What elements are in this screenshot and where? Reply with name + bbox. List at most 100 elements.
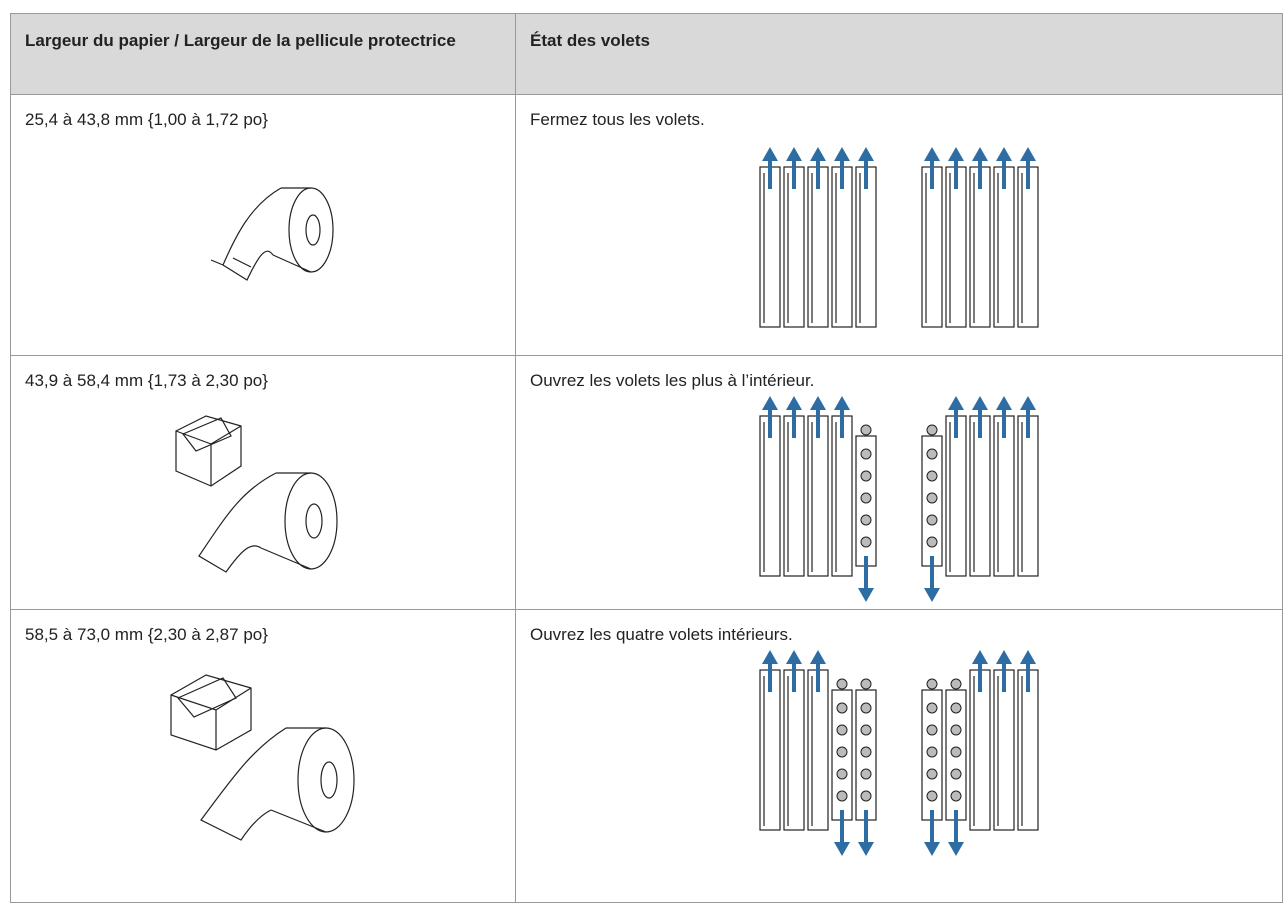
flap-hole xyxy=(860,470,872,482)
flap xyxy=(783,166,805,328)
roll-illustration xyxy=(175,415,338,573)
cell: 58,5 à 73,0 mm {2,30 à 2,87 po} xyxy=(10,609,516,903)
arrow-head xyxy=(1020,147,1036,161)
arrow-head xyxy=(810,650,826,664)
arrow-head xyxy=(1020,650,1036,664)
flap xyxy=(831,166,853,328)
cell-text: Ouvrez les volets les plus à l’intérieur… xyxy=(530,371,815,390)
flap xyxy=(759,166,781,328)
flap xyxy=(807,166,829,328)
cell-text: 25,4 à 43,8 mm {1,00 à 1,72 po} xyxy=(25,110,268,129)
flap-hole xyxy=(860,514,872,526)
row: 43,9 à 58,4 mm {1,73 à 2,30 po} Ouvrez l… xyxy=(10,355,1283,610)
flap xyxy=(783,415,805,577)
cell-text: Ouvrez les quatre volets intérieurs. xyxy=(530,625,793,644)
flap-hole xyxy=(860,746,872,758)
flap xyxy=(1017,415,1039,577)
arrow-head xyxy=(1020,396,1036,410)
flap xyxy=(945,166,967,328)
flap xyxy=(855,166,877,328)
flap-hole xyxy=(950,746,962,758)
header-row: Largeur du papier / Largeur de la pellic… xyxy=(10,13,1283,95)
flap-hole xyxy=(926,514,938,526)
header-cell: État des volets xyxy=(515,13,1283,95)
flap-hole xyxy=(836,790,848,802)
arrow-head xyxy=(858,588,874,602)
cell: Ouvrez les volets les plus à l’intérieur… xyxy=(515,355,1283,610)
flap-hole xyxy=(950,790,962,802)
flap-hole xyxy=(860,790,872,802)
flap-hole xyxy=(926,724,938,736)
flap xyxy=(945,415,967,577)
roll-illustration xyxy=(170,674,355,841)
flap-hole xyxy=(926,424,938,436)
flap xyxy=(831,415,853,577)
arrow-head xyxy=(924,147,940,161)
arrow-head xyxy=(948,396,964,410)
flap xyxy=(1017,669,1039,831)
flap-hole xyxy=(860,768,872,780)
flap-hole xyxy=(926,746,938,758)
flap xyxy=(759,415,781,577)
arrow-head xyxy=(924,842,940,856)
flap xyxy=(993,669,1015,831)
row: 58,5 à 73,0 mm {2,30 à 2,87 po} Ouvrez l… xyxy=(10,609,1283,903)
arrow-head xyxy=(996,650,1012,664)
flap-hole xyxy=(836,702,848,714)
cell: Fermez tous les volets. xyxy=(515,94,1283,356)
arrow-head xyxy=(948,147,964,161)
flap-illustration xyxy=(759,396,1039,602)
arrow-head xyxy=(972,650,988,664)
arrow-head xyxy=(786,147,802,161)
arrow-head xyxy=(972,396,988,410)
flap-hole xyxy=(860,724,872,736)
cell-text: Fermez tous les volets. xyxy=(530,110,705,129)
flap-hole xyxy=(860,424,872,436)
flap-hole xyxy=(926,768,938,780)
flap xyxy=(807,415,829,577)
arrow-head xyxy=(762,396,778,410)
flap-hole xyxy=(950,702,962,714)
flap-hole xyxy=(860,492,872,504)
cell-text: 43,9 à 58,4 mm {1,73 à 2,30 po} xyxy=(25,371,268,390)
arrow-head xyxy=(948,842,964,856)
arrow-head xyxy=(858,842,874,856)
flap-hole xyxy=(860,702,872,714)
flap-illustration xyxy=(759,147,1039,328)
flap xyxy=(759,669,781,831)
flap-hole xyxy=(836,724,848,736)
flap xyxy=(1017,166,1039,328)
flap xyxy=(969,166,991,328)
flap xyxy=(807,669,829,831)
flap-hole xyxy=(860,678,872,690)
flap-hole xyxy=(926,492,938,504)
flap-hole xyxy=(926,448,938,460)
cell: 43,9 à 58,4 mm {1,73 à 2,30 po} xyxy=(10,355,516,610)
flap xyxy=(783,669,805,831)
header-cell: Largeur du papier / Largeur de la pellic… xyxy=(10,13,516,95)
flap-hole xyxy=(860,448,872,460)
flap xyxy=(969,415,991,577)
arrow-head xyxy=(786,650,802,664)
flap-hole xyxy=(836,746,848,758)
flap-hole xyxy=(836,768,848,780)
flap-hole xyxy=(950,724,962,736)
flap-hole xyxy=(950,678,962,690)
page: Largeur du papier / Largeur de la pellic… xyxy=(10,13,1283,903)
flap-hole xyxy=(926,536,938,548)
arrow-head xyxy=(810,396,826,410)
arrow-head xyxy=(762,147,778,161)
cell-text: 58,5 à 73,0 mm {2,30 à 2,87 po} xyxy=(25,625,268,644)
arrow-head xyxy=(996,147,1012,161)
flap-hole xyxy=(926,470,938,482)
flap-table: Largeur du papier / Largeur de la pellic… xyxy=(10,13,1283,903)
arrow-head xyxy=(996,396,1012,410)
roll-illustration xyxy=(210,187,334,281)
flap-hole xyxy=(836,678,848,690)
arrow-head xyxy=(858,147,874,161)
arrow-head xyxy=(762,650,778,664)
flap-hole xyxy=(926,790,938,802)
flap xyxy=(921,166,943,328)
row: 25,4 à 43,8 mm {1,00 à 1,72 po} Fermez t… xyxy=(10,94,1283,356)
cell: 25,4 à 43,8 mm {1,00 à 1,72 po} xyxy=(10,94,516,356)
